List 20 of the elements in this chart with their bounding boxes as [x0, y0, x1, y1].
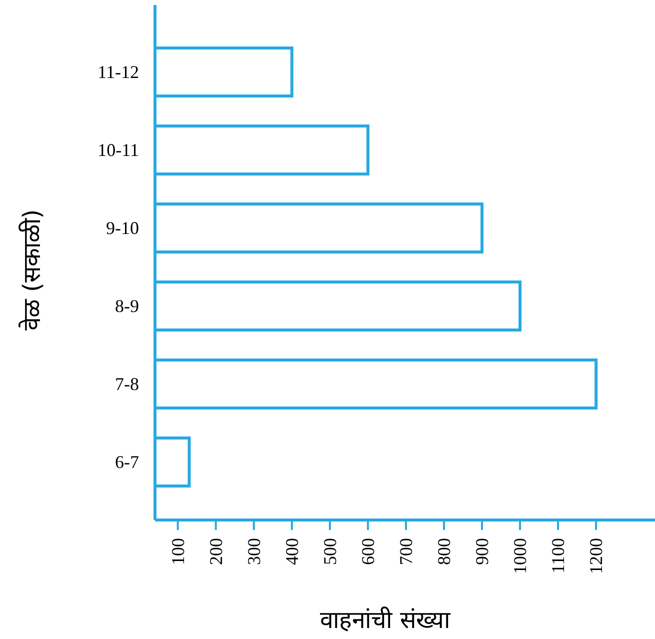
x-tick-label: 900 [472, 538, 492, 565]
x-tick-label: 600 [358, 538, 378, 565]
x-tick-label: 1000 [510, 538, 530, 574]
y-tick-label: 10-11 [98, 140, 139, 160]
x-tick-label: 100 [168, 538, 188, 565]
x-tick-label: 500 [320, 538, 340, 565]
x-tick-label: 700 [396, 538, 416, 565]
x-tick-label: 400 [282, 538, 302, 565]
x-axis-title: वाहनांची संख्या [320, 606, 451, 634]
y-tick-label: 6-7 [115, 452, 139, 472]
x-tick-label: 200 [206, 538, 226, 565]
y-tick-label: 9-10 [106, 218, 139, 238]
x-tick-label: 300 [244, 538, 264, 565]
x-tick-label: 1100 [548, 538, 568, 574]
x-tick-label: 1200 [586, 538, 606, 574]
x-tick-label: 800 [434, 538, 454, 565]
y-tick-label: 7-8 [115, 374, 139, 394]
y-axis-title: वेळ (सकाळी) [18, 209, 46, 331]
y-tick-label: 8-9 [115, 296, 139, 316]
y-tick-label: 11-12 [98, 62, 139, 82]
